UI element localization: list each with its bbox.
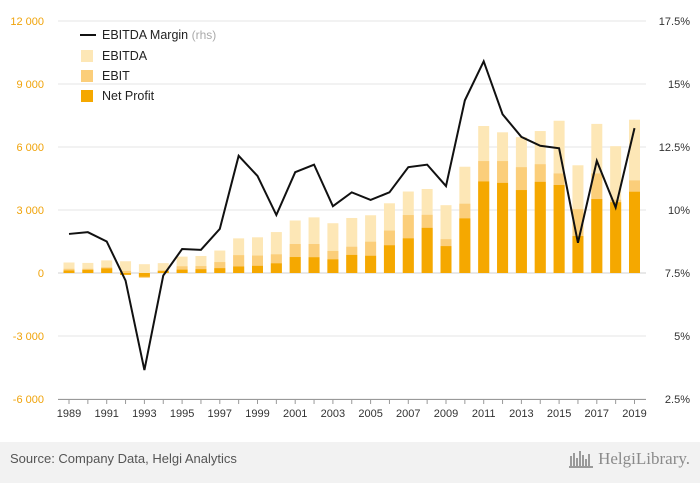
bar-net-profit: [63, 270, 75, 273]
legend-label-ebitda: EBITDA: [102, 49, 148, 63]
bar-net-profit: [402, 238, 414, 273]
brand-name: HelgiLibrary.: [598, 449, 690, 468]
ebitda-margin-line-group: [68, 58, 636, 371]
bar-ebitda: [157, 263, 169, 273]
x-tick-label: 2013: [509, 408, 533, 420]
bar-net-profit: [629, 191, 640, 273]
legend-swatch-ebit: [81, 70, 93, 82]
bar-net-profit: [421, 227, 433, 273]
bar-net-profit: [515, 190, 527, 273]
left-tick-label: 0: [38, 268, 44, 280]
right-tick-label: 5%: [674, 331, 690, 343]
right-tick-label: 2.5%: [665, 394, 690, 406]
bar-ebitda: [195, 255, 207, 273]
bar-net-profit: [553, 185, 565, 273]
bar-ebitda: [82, 262, 94, 273]
bar-net-profit: [383, 245, 395, 273]
bar-ebitda: [346, 217, 358, 273]
bar-net-profit: [82, 269, 94, 273]
bar-net-profit: [591, 199, 603, 273]
left-axis: -6 000 -3 000 0 3 000 6 000 9 000 12 000: [10, 16, 44, 406]
x-tick-label: 2019: [622, 408, 646, 420]
x-tick-label: 1993: [132, 408, 156, 420]
x-tick-label: 2015: [547, 408, 571, 420]
left-tick-label: 3 000: [16, 205, 44, 217]
x-tick-label: 1997: [208, 408, 232, 420]
legend-rhs-note: (rhs): [192, 28, 217, 42]
x-tick-label: 1999: [245, 408, 269, 420]
bar-net-profit: [440, 246, 452, 273]
left-tick-label: 12 000: [10, 16, 44, 28]
bar-ebitda: [214, 250, 226, 273]
right-tick-label: 10%: [668, 205, 690, 217]
bar-net-profit: [195, 269, 207, 273]
bar-net-profit: [157, 271, 169, 273]
bar-net-profit: [289, 257, 301, 273]
bar-ebitda: [63, 262, 75, 273]
x-tick-label: 1991: [94, 408, 118, 420]
x-tick-label: 2009: [434, 408, 458, 420]
library-logo-icon: [569, 451, 594, 468]
left-tick-label: 9 000: [16, 79, 44, 91]
x-tick-label: 2007: [396, 408, 420, 420]
left-tick-label: -6 000: [13, 394, 44, 406]
bar-net-profit: [233, 266, 245, 273]
bar-ebit: [252, 255, 263, 273]
right-tick-label: 15%: [668, 79, 690, 91]
legend: EBITDA Margin (rhs) EBITDA EBIT Net Prof…: [80, 28, 216, 103]
x-axis: 1989 1991 1993 1995 1997 1999 2001 2003 2005 2007…: [57, 399, 647, 420]
bar-ebitda: [327, 223, 339, 273]
bar-net-profit: [610, 202, 622, 273]
right-tick-label: 7.5%: [665, 268, 690, 280]
bar-ebitda: [440, 205, 452, 273]
bar-net-profit: [572, 236, 584, 273]
right-tick-label: 17.5%: [659, 16, 690, 28]
bar-net-profit: [138, 273, 150, 277]
bar-ebitda: [176, 256, 188, 273]
chart: -6 000 -3 000 0 3 000 6 000 9 000 12 000 2.5% 5…: [10, 16, 690, 420]
bar-ebitda: [120, 261, 132, 273]
legend-label-ebitda-margin: EBITDA Margin (rhs): [102, 28, 216, 42]
bar-ebit: [120, 270, 132, 273]
brand: HelgiLibrary.: [568, 447, 690, 471]
bar-ebit: [214, 262, 226, 273]
bar-net-profit: [534, 181, 546, 273]
x-tick-label: 1989: [57, 408, 81, 420]
legend-label-ebit: EBIT: [102, 69, 130, 83]
left-tick-label: 6 000: [16, 142, 44, 154]
legend-label-net-profit: Net Profit: [102, 89, 155, 103]
bar-net-profit: [365, 255, 377, 273]
x-tick-label: 1995: [170, 408, 194, 420]
bar-net-profit: [497, 182, 509, 273]
right-tick-label: 12.5%: [659, 142, 690, 154]
source-note: Source: Company Data, Helgi Analytics: [10, 451, 237, 466]
legend-swatch-net-profit: [81, 90, 93, 102]
right-axis: 2.5% 5% 7.5% 10% 12.5% 15% 17.5%: [659, 16, 690, 406]
legend-swatch-ebitda: [81, 50, 93, 62]
bar-net-profit: [327, 259, 339, 273]
x-tick-label: 2011: [472, 408, 496, 420]
bar-net-profit: [346, 254, 358, 273]
bar-net-profit: [176, 269, 188, 273]
x-tick-label: 2005: [358, 408, 382, 420]
bar-ebit: [233, 255, 245, 273]
bar-net-profit: [214, 268, 226, 273]
ebitda-margin-line: [68, 58, 636, 371]
bar-net-profit: [120, 273, 132, 275]
x-tick-label: 2001: [283, 408, 307, 420]
bar-net-profit: [478, 181, 490, 273]
bar-net-profit: [101, 268, 113, 273]
x-tick-label: 2003: [321, 408, 345, 420]
left-tick-label: -3 000: [13, 331, 44, 343]
bar-ebitda: [138, 264, 150, 273]
bars: [63, 119, 640, 278]
bar-net-profit: [308, 257, 320, 273]
x-tick-label: 2017: [585, 408, 609, 420]
bar-net-profit: [252, 265, 263, 273]
bar-net-profit: [270, 263, 282, 273]
bar-ebitda: [252, 237, 263, 273]
bar-net-profit: [459, 218, 471, 273]
bar-ebitda: [270, 232, 282, 273]
bar-ebitda: [101, 260, 113, 273]
